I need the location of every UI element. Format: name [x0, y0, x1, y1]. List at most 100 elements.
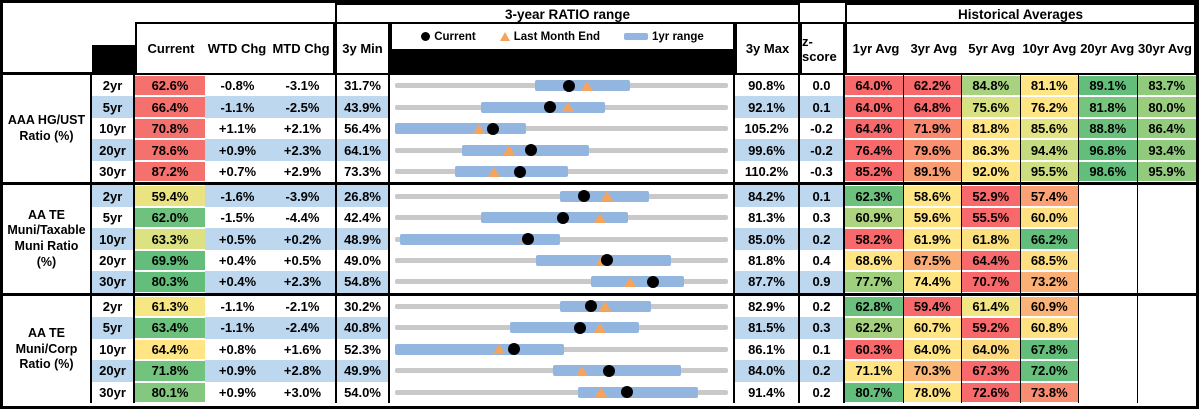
mtd-chg-cell: -4.4%	[285, 210, 320, 226]
avg-cell: 60.9%	[845, 206, 904, 229]
range-plot-cell	[390, 117, 735, 140]
avg-cell: 80.0%	[1137, 96, 1196, 118]
avg-cell: 64.0%	[962, 338, 1021, 361]
wtd-chg-cell: +1.1%	[218, 121, 257, 137]
range-plot-cell	[390, 206, 735, 229]
last-month-triangle-icon	[492, 344, 505, 355]
tenor-cell: 20yr	[92, 360, 135, 382]
avg-cell	[1079, 271, 1138, 293]
avg-cell: 89.1%	[1079, 75, 1138, 97]
data-row: 5yr 62.0% -1.5% -4.4% 42.4% 81.3% 0.3 60.9% 59.6…	[92, 206, 1196, 229]
avg-cell: 72.0%	[1020, 360, 1079, 382]
avg-cell	[1138, 228, 1197, 249]
max-3y-cell: 92.1%	[735, 96, 800, 118]
avg-cell: 66.2%	[1020, 228, 1079, 250]
current-value-cell: 70.8%	[135, 117, 205, 140]
data-row: 20yr 69.9% +0.4% +0.5% 49.0% 81.8% 0.4 68.6% 67.…	[92, 249, 1196, 272]
mtd-chg-cell: +2.3%	[270, 139, 335, 161]
avg-cell: 81.1%	[1020, 75, 1079, 97]
min-3y-cell: 49.0%	[335, 249, 390, 272]
wtd-chg-cell: +0.9%	[205, 360, 270, 382]
avg-cell	[1079, 338, 1138, 361]
3y-range-track	[395, 126, 728, 132]
tenor-cell: 20yr	[92, 139, 135, 161]
3y-range-track	[395, 236, 728, 242]
current-dot-icon	[573, 321, 586, 334]
avg-cell: 59.6%	[903, 206, 962, 229]
wtd-chg-cell: +0.5%	[205, 228, 270, 250]
min-3y-cell: 26.8%	[335, 185, 390, 207]
data-row: 2yr 59.4% -1.6% -3.9% 26.8% 84.2% 0.1 62.3% 58.6…	[92, 185, 1196, 207]
range-plot-cell	[390, 96, 735, 118]
avg-cell: 64.4%	[845, 117, 904, 140]
wtd-chg-cell: +0.4%	[218, 252, 257, 268]
z-score-cell: 0.9	[800, 271, 845, 293]
avg-cell: 77.7%	[845, 271, 904, 293]
z-score-cell: 0.2	[800, 360, 845, 382]
mtd-chg-cell: -2.1%	[285, 298, 320, 314]
wtd-chg-cell: +0.8%	[218, 341, 257, 357]
1yr-range-bar	[395, 343, 565, 355]
avg-cell: 76.2%	[1020, 96, 1079, 118]
wtd-chg-cell: -0.8%	[220, 78, 255, 94]
last-month-triangle-icon	[499, 32, 510, 41]
avg-header-20yr: 20yr Avg	[1080, 41, 1135, 56]
z-score-column-header: z-score	[800, 22, 845, 75]
data-row: 5yr 63.4% -1.1% -2.4% 40.8% 81.5% 0.3 62.2% 60.7…	[92, 317, 1196, 339]
min-3y-cell: 43.9%	[335, 96, 390, 118]
avg-cell: 62.2%	[903, 75, 962, 97]
tenor-cell: 30yr	[92, 271, 135, 293]
avg-cell: 76.4%	[845, 139, 904, 161]
tenor-cell: 5yr	[92, 206, 135, 229]
range-plot-cell	[390, 75, 735, 97]
wtd-chg-cell: -1.1%	[220, 298, 255, 314]
1yr-range-bar	[591, 276, 685, 288]
current-value-cell: 64.4%	[135, 338, 205, 361]
current-value-cell: 63.3%	[135, 228, 205, 250]
legend-last-month-label: Last Month End	[513, 30, 600, 43]
mtd-chg-cell: -2.4%	[270, 317, 335, 339]
current-value-cell: 62.6%	[135, 75, 205, 97]
min-3y-cell: 52.3%	[335, 338, 390, 361]
ratio-group: AA TE Muni/Corp Ratio (%) 2yr 61.3% -1.1% -2…	[3, 295, 1196, 403]
current-column-header: Current	[147, 41, 195, 56]
min-3y-cell: 54.8%	[335, 271, 390, 293]
avg-cell: 89.1%	[903, 160, 962, 183]
avg-cell: 59.2%	[962, 317, 1021, 339]
max-3y-cell: 81.8%	[735, 249, 800, 272]
wtd-chg-cell: -1.5%	[220, 210, 255, 226]
avg-cell	[1079, 185, 1138, 207]
mtd-chg-cell: +0.2%	[270, 228, 335, 250]
avg-cell: 86.4%	[1137, 117, 1196, 140]
z-score-cell: 0.2	[800, 228, 845, 250]
mtd-chg-cell: +3.0%	[283, 384, 322, 400]
avg-cell	[1079, 228, 1138, 250]
range-plot-legend: Current Last Month End 1yr range	[390, 22, 735, 75]
avg-cell: 57.4%	[1020, 185, 1079, 207]
group-label: AA TE Muni/Taxable Muni Ratio (%)	[3, 185, 92, 293]
mtd-chg-cell: -3.1%	[285, 78, 320, 94]
avg-cell: 58.2%	[845, 228, 904, 250]
avg-cell	[1079, 317, 1138, 339]
max-3y-cell: 81.3%	[735, 206, 800, 229]
last-month-triangle-icon	[600, 191, 613, 202]
group-rows: 2yr 61.3% -1.1% -2.1% 30.2% 82.9% 0.2 62.8% 59.4…	[92, 295, 1196, 403]
range-bar-icon	[624, 33, 648, 40]
last-month-triangle-icon	[503, 145, 516, 156]
z-score-cell: 0.1	[800, 338, 845, 361]
wtd-chg-cell: -1.1%	[205, 96, 270, 118]
current-value-cell: 66.4%	[135, 96, 205, 118]
wtd-chg-cell: +0.9%	[205, 139, 270, 161]
avg-cell: 78.0%	[903, 381, 962, 403]
current-dot-icon	[578, 190, 591, 203]
group-rows: 2yr 62.6% -0.8% -3.1% 31.7% 90.8% 0.0 64.0% 62.2…	[92, 75, 1196, 183]
legend-current: Current	[421, 31, 476, 43]
current-dot-icon	[585, 300, 598, 313]
current-value-cell: 87.2%	[135, 160, 205, 183]
last-month-triangle-icon	[575, 365, 588, 376]
legend-row: Current Last Month End 1yr range	[392, 24, 733, 49]
min-3y-cell: 40.8%	[335, 317, 390, 339]
max-3y-cell: 110.2%	[735, 160, 800, 183]
3y-range-track	[395, 389, 728, 395]
current-dot-icon	[521, 233, 534, 245]
